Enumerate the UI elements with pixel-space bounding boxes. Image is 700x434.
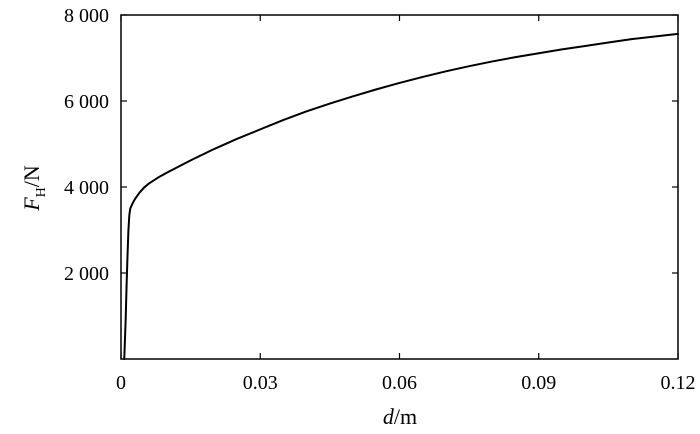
y-axis-label: FH/N <box>19 165 49 212</box>
x-tick-label: 0.06 <box>382 372 417 394</box>
x-axis-label: d/m <box>383 404 417 429</box>
y-tick-label: 2 000 <box>64 263 109 285</box>
x-tick-label: 0.03 <box>243 372 278 394</box>
x-tick-label: 0.09 <box>521 372 556 394</box>
x-tick-label: 0.12 <box>661 372 696 394</box>
plot-frame <box>120 14 679 360</box>
y-tick-label: 8 000 <box>64 5 109 27</box>
y-tick-label: 6 000 <box>64 91 109 113</box>
y-tick-label: 4 000 <box>64 177 109 199</box>
x-tick-label: 0 <box>116 372 126 394</box>
series-line <box>123 32 679 360</box>
series-group <box>123 32 679 360</box>
tick-labels: 0 0.03 0.06 0.09 0.12 2 000 4 000 6 000 8 000 <box>64 5 696 394</box>
axis-ticks <box>120 14 679 359</box>
